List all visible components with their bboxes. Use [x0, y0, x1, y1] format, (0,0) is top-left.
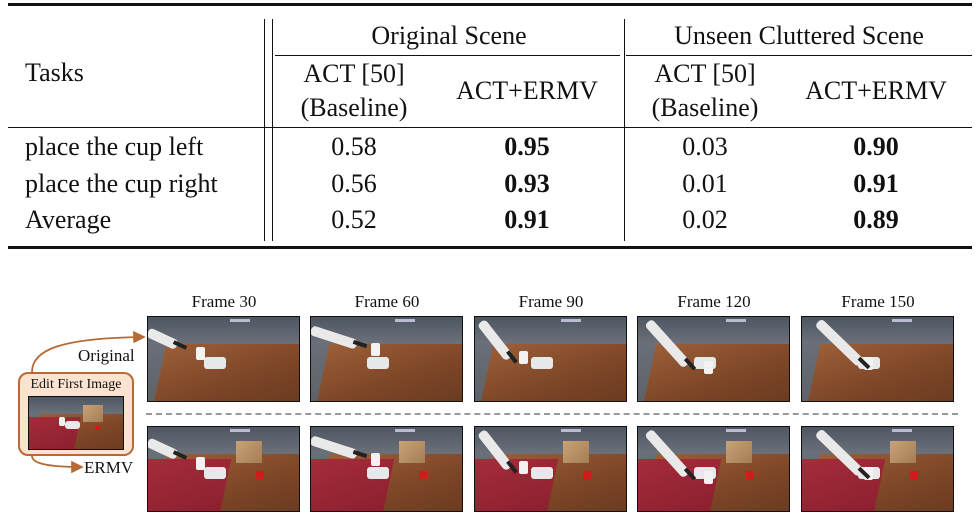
cell-unseen-ermv: 0.91 [853, 169, 899, 198]
cell-orig-ermv: 0.95 [504, 132, 550, 161]
ermv-frame [474, 426, 627, 512]
cell-orig-ermv: 0.93 [504, 169, 550, 198]
header-act-original-line2: (Baseline) [300, 93, 408, 122]
frame-label: Frame 150 [841, 292, 915, 311]
ermv-row-label: ERMV [84, 458, 134, 477]
original-frame [147, 316, 300, 402]
frame-label: Frame 120 [677, 292, 751, 311]
arrow-to-ermv [31, 455, 84, 474]
double-rule-left [264, 19, 265, 241]
header-act-unseen-line2: (Baseline) [651, 93, 759, 122]
edited-first-image [28, 396, 124, 450]
double-rule-right [272, 19, 273, 241]
cell-unseen-ermv: 0.89 [853, 205, 899, 234]
group-rule-unseen [626, 55, 972, 56]
original-frame [310, 316, 463, 402]
original-frame [474, 316, 627, 402]
frame-figure: Frame 30 Frame 60 Frame 90 Frame 120 Fra… [0, 280, 977, 513]
header-tasks: Tasks [25, 58, 84, 87]
group-rule-original [275, 55, 620, 56]
ermv-frame [147, 426, 300, 512]
header-rule [8, 127, 972, 128]
header-act-unseen-line1: ACT [50] [654, 59, 756, 88]
header-original-scene: Original Scene [371, 21, 527, 50]
cell-orig-act: 0.52 [331, 205, 377, 234]
header-unseen-scene: Unseen Cluttered Scene [674, 21, 924, 50]
frame-label: Frame 90 [518, 292, 584, 311]
cell-unseen-act: 0.01 [682, 169, 728, 198]
cell-unseen-act: 0.03 [682, 132, 728, 161]
top-rule [8, 3, 972, 6]
original-frame [801, 316, 954, 402]
ermv-frame [801, 426, 954, 512]
edit-first-image-box: Edit First Image [18, 372, 134, 456]
cell-orig-ermv: 0.91 [504, 205, 550, 234]
row-task: place the cup right [25, 169, 218, 198]
original-row-label: Original [78, 346, 135, 365]
frame-label: Frame 30 [191, 292, 257, 311]
ermv-frame [637, 426, 790, 512]
cell-unseen-act: 0.02 [682, 205, 728, 234]
row-divider [146, 413, 958, 415]
header-ermv-unseen: ACT+ERMV [805, 76, 947, 105]
bottom-rule [8, 246, 972, 249]
header-ermv-original: ACT+ERMV [456, 76, 598, 105]
cell-orig-act: 0.58 [331, 132, 377, 161]
arrow-to-original [31, 330, 146, 373]
original-frame [637, 316, 790, 402]
frame-label: Frame 60 [354, 292, 420, 311]
cell-orig-act: 0.56 [331, 169, 377, 198]
results-table: Tasks Original Scene Unseen Cluttered Sc… [0, 0, 977, 250]
header-act-original-line1: ACT [50] [303, 59, 405, 88]
row-task: Average [25, 205, 112, 234]
cell-unseen-ermv: 0.90 [853, 132, 899, 161]
row-task: place the cup left [25, 132, 204, 161]
edit-arrows [31, 330, 146, 474]
edit-first-image-label: Edit First Image [30, 377, 122, 392]
ermv-frame [310, 426, 463, 512]
group-separator [624, 19, 625, 241]
